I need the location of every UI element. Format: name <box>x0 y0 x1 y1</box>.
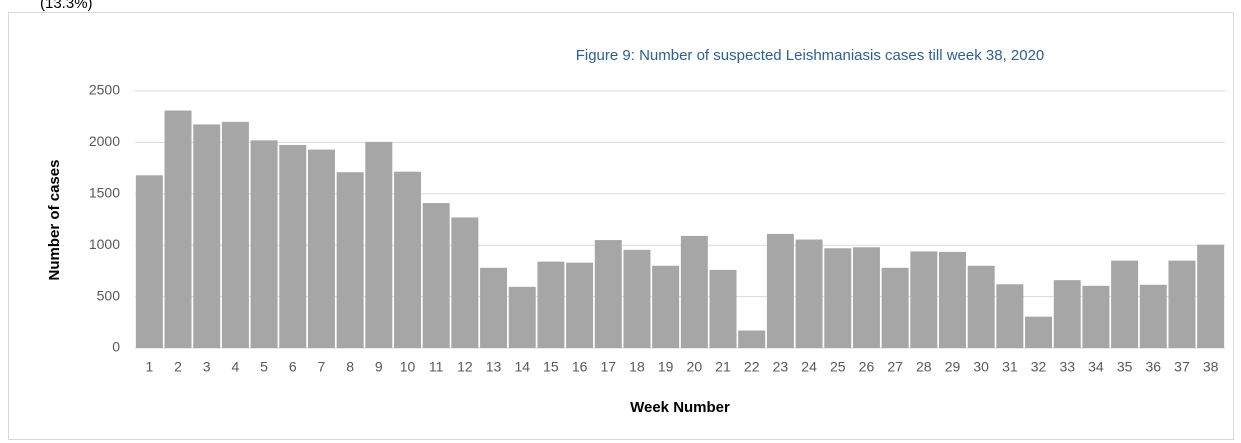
chart-frame <box>8 12 1234 440</box>
x-tick-label: 11 <box>429 359 444 375</box>
x-tick-label: 14 <box>514 359 530 375</box>
x-tick-label: 7 <box>318 359 326 375</box>
x-tick-label: 12 <box>457 359 473 375</box>
bar <box>164 110 192 348</box>
bar <box>738 330 766 348</box>
bar <box>566 262 594 348</box>
bar <box>508 286 536 348</box>
y-tick-label: 2000 <box>89 133 120 149</box>
x-tick-label: 36 <box>1146 359 1162 375</box>
x-tick-label: 37 <box>1174 359 1190 375</box>
y-tick-label: 1000 <box>89 236 120 252</box>
y-axis-label: Number of cases <box>46 160 63 281</box>
bar <box>1082 285 1110 348</box>
bar <box>135 175 163 348</box>
x-tick-label: 31 <box>1002 359 1018 375</box>
bar <box>193 124 221 348</box>
x-tick-label: 19 <box>658 359 674 375</box>
bar <box>652 265 680 348</box>
x-tick-label: 6 <box>289 359 297 375</box>
bar <box>623 249 651 348</box>
y-tick-label: 1500 <box>89 185 120 201</box>
x-tick-label: 18 <box>629 359 645 375</box>
bar <box>279 144 307 348</box>
bar <box>307 149 335 348</box>
x-tick-label: 5 <box>260 359 268 375</box>
x-tick-label: 32 <box>1031 359 1047 375</box>
x-tick-label: 8 <box>346 359 354 375</box>
chart-title: Figure 9: Number of suspected Leishmania… <box>576 47 1045 64</box>
note-text: (13.3%) <box>40 0 93 12</box>
bar <box>996 284 1024 348</box>
bar <box>1139 284 1167 348</box>
x-tick-label: 30 <box>973 359 989 375</box>
bar <box>594 240 622 348</box>
x-tick-label: 13 <box>486 359 502 375</box>
bar <box>537 261 565 348</box>
bar <box>967 265 995 348</box>
x-axis-label: Week Number <box>630 399 730 416</box>
x-tick-label: 29 <box>945 359 961 375</box>
x-tick-label: 21 <box>715 359 731 375</box>
x-tick-label: 17 <box>601 359 617 375</box>
bar <box>680 235 708 348</box>
x-tick-label: 25 <box>830 359 846 375</box>
bar <box>221 121 249 348</box>
bar <box>766 233 794 348</box>
x-tick-label: 34 <box>1088 359 1104 375</box>
x-tick-label: 2 <box>174 359 182 375</box>
bar <box>422 203 450 348</box>
bar <box>1053 280 1081 348</box>
bar <box>852 247 880 348</box>
x-tick-label: 23 <box>773 359 789 375</box>
bar <box>824 248 852 348</box>
x-tick-label: 9 <box>375 359 383 375</box>
x-tick-label: 33 <box>1059 359 1075 375</box>
bar <box>709 269 737 348</box>
x-tick-label: 4 <box>231 359 239 375</box>
bar <box>480 267 508 348</box>
x-tick-label: 26 <box>859 359 875 375</box>
x-tick-label: 35 <box>1117 359 1133 375</box>
x-tick-label: 38 <box>1203 359 1219 375</box>
bar <box>451 217 479 348</box>
bar <box>394 171 421 348</box>
bar <box>1025 316 1053 348</box>
x-tick-label: 1 <box>145 359 153 375</box>
bar <box>336 172 364 348</box>
x-tick-label: 22 <box>744 359 760 375</box>
y-tick-label: 2500 <box>89 82 120 98</box>
bar <box>365 141 393 348</box>
bar <box>1168 260 1196 348</box>
bar <box>910 251 938 348</box>
bar <box>1111 260 1139 348</box>
x-tick-label: 28 <box>916 359 932 375</box>
x-tick-label: 15 <box>543 359 559 375</box>
x-tick-label: 24 <box>801 359 817 375</box>
bar <box>939 251 966 348</box>
bar <box>1197 244 1225 348</box>
x-tick-label: 10 <box>400 359 416 375</box>
bar <box>795 239 823 348</box>
x-tick-label: 20 <box>687 359 703 375</box>
y-tick-label: 500 <box>97 287 121 303</box>
x-tick-label: 27 <box>887 359 903 375</box>
x-tick-label: 3 <box>203 359 211 375</box>
y-tick-label: 0 <box>112 339 120 355</box>
bar <box>881 267 909 348</box>
x-tick-label: 16 <box>572 359 588 375</box>
bar <box>250 140 278 348</box>
